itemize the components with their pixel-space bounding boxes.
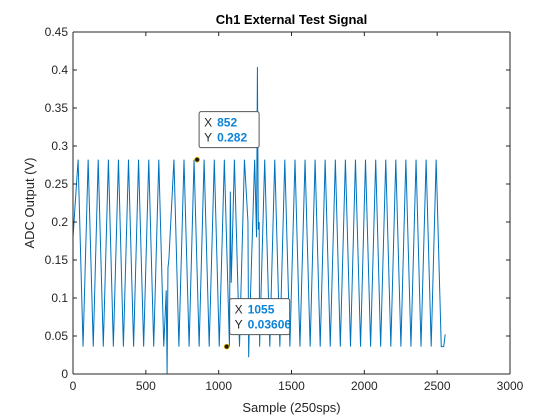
y-tick-label: 0.4	[51, 63, 68, 77]
datatip-x-value: 852	[217, 116, 237, 130]
datatip[interactable]: X 1055 Y 0.03606	[223, 298, 292, 350]
datatip-box	[229, 298, 291, 336]
y-tick-label: 0.45	[45, 25, 69, 39]
x-tick-label: 1500	[278, 379, 305, 393]
datatip-y-label: Y	[235, 318, 243, 332]
datatip-y-value: 0.03606	[248, 318, 292, 332]
y-tick-label: 0.35	[45, 101, 69, 115]
datatip-marker[interactable]	[223, 343, 230, 350]
y-tick-label: 0.25	[45, 177, 69, 191]
series-layer	[72, 66, 446, 375]
y-tick-label: 0.2	[51, 215, 68, 229]
x-tick-label: 500	[136, 379, 156, 393]
datatip[interactable]: X 852 Y 0.282	[194, 111, 260, 163]
y-tick-label: 0	[61, 367, 68, 381]
chart-title: Ch1 External Test Signal	[216, 12, 367, 27]
datatip-box	[198, 111, 260, 149]
y-tick-label: 0.3	[51, 139, 68, 153]
datatip-y-value: 0.282	[217, 131, 247, 145]
x-tick-label: 0	[70, 379, 77, 393]
x-tick-label: 1000	[205, 379, 232, 393]
datatip-x-label: X	[235, 303, 243, 317]
x-axis-title: Sample (250sps)	[242, 400, 340, 415]
x-tick-label: 2500	[424, 379, 451, 393]
y-tick-label: 0.1	[51, 291, 68, 305]
datatip-x-value: 1055	[248, 303, 275, 317]
series-line-0	[72, 66, 446, 375]
y-tick-label: 0.15	[45, 253, 69, 267]
datatip-marker[interactable]	[194, 156, 201, 163]
plot-area	[73, 32, 510, 374]
datatip-x-label: X	[204, 116, 212, 130]
x-tick-label: 3000	[497, 379, 524, 393]
axes-layer: 0 500 1000 1500 2000 2500 3000 0 0.05 0.1 0.15 0.2 0…	[45, 25, 524, 393]
y-axis-title: ADC Output (V)	[22, 157, 37, 248]
y-tick-label: 0.05	[45, 329, 69, 343]
datatip-y-label: Y	[204, 131, 212, 145]
datatips-layer: X 852 Y 0.282 X 1055 Y 0.03606	[194, 111, 292, 350]
x-tick-label: 2000	[351, 379, 378, 393]
